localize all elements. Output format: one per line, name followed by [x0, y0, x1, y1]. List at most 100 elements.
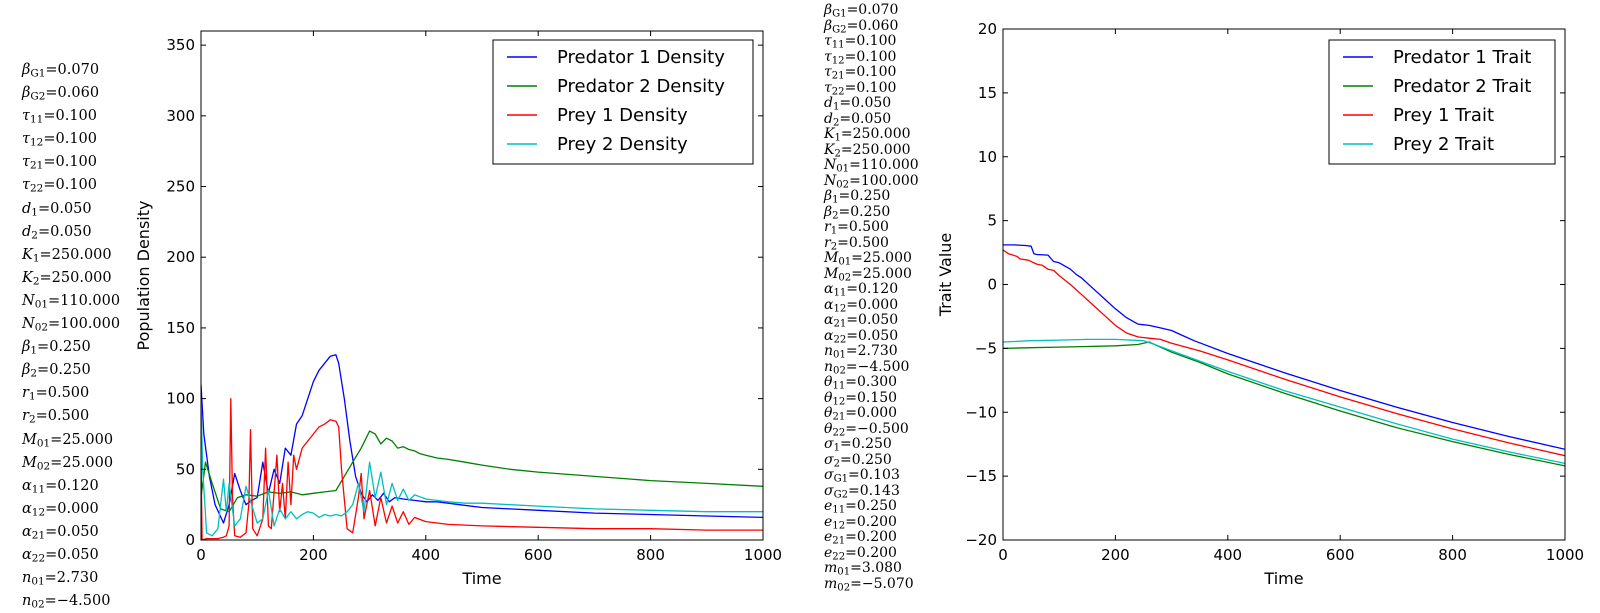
y-tick-label: 250 — [166, 178, 195, 196]
parameter-value: 0.100 — [856, 48, 897, 65]
equals-sign: = — [845, 513, 857, 530]
parameter-item: α12=0.000 — [824, 297, 919, 314]
parameter-value: 0.250 — [851, 436, 892, 452]
parameter-subscript: G2 — [30, 90, 46, 103]
series-line — [201, 398, 763, 537]
parameter-item: K2=250.000 — [824, 142, 919, 160]
equals-sign: = — [43, 108, 56, 125]
y-tick-label: 100 — [166, 390, 195, 408]
parameter-value: 0.103 — [859, 467, 900, 483]
parameter-value: −5.070 — [861, 575, 914, 592]
parameter-subscript: 1 — [28, 390, 36, 403]
parameter-subscript: 21 — [831, 70, 845, 82]
parameter-subscript: 01 — [833, 349, 846, 361]
parameter-subscript: 1 — [833, 442, 840, 454]
parameter-subscript: 1 — [832, 101, 840, 113]
parameter-subscript: 2 — [832, 210, 839, 222]
parameter-item: α22=0.050 — [824, 328, 919, 345]
parameter-subscript: 1 — [32, 252, 40, 265]
parameter-subscript: 01 — [31, 575, 45, 588]
parameter-item: r1=0.500 — [22, 382, 120, 405]
parameter-item: N02=100.000 — [824, 172, 919, 190]
parameter-symbol: τ — [824, 48, 832, 65]
y-tick-label: 0 — [185, 531, 195, 549]
parameter-subscript: 02 — [36, 460, 51, 473]
parameter-item: βG2=0.060 — [824, 18, 919, 35]
parameter-item: βG1=0.070 — [22, 59, 120, 82]
parameter-subscript: 21 — [832, 535, 846, 547]
parameter-item: τ22=0.100 — [22, 174, 120, 197]
parameter-value: −0.500 — [857, 420, 909, 437]
parameter-subscript: 11 — [832, 504, 846, 516]
equals-sign: = — [837, 234, 849, 251]
y-tick-label: 5 — [987, 212, 997, 230]
parameter-item: θ11=0.300 — [824, 374, 919, 391]
parameter-symbol: θ — [824, 389, 833, 406]
parameter-value: 0.200 — [856, 529, 897, 545]
x-tick-label: 1000 — [1546, 546, 1584, 564]
parameter-symbol: r — [824, 234, 831, 251]
parameter-item: e21=0.200 — [824, 529, 919, 547]
parameter-symbol: e — [824, 498, 833, 514]
equals-sign: = — [45, 546, 58, 563]
parameter-value: 0.150 — [857, 389, 898, 406]
equals-sign: = — [39, 269, 52, 286]
parameter-item: τ21=0.100 — [824, 64, 919, 82]
parameter-value: 0.250 — [49, 362, 91, 379]
equals-sign: = — [844, 64, 857, 80]
parameter-list-left: βG1=0.070 βG2=0.060 τ11=0.100 τ12=0.100 τ21=… — [22, 59, 120, 613]
parameter-subscript: 2 — [834, 148, 841, 160]
parameter-value: 0.000 — [857, 405, 898, 421]
parameter-value: 0.100 — [55, 131, 97, 148]
parameter-value: 2.730 — [56, 570, 99, 587]
x-tick-label: 200 — [1101, 546, 1130, 564]
legend-label: Prey 2 Trait — [1393, 134, 1494, 155]
parameter-value: 0.250 — [850, 203, 891, 220]
equals-sign: = — [845, 498, 857, 514]
parameter-item: K2=250.000 — [22, 267, 120, 290]
parameter-value: 0.100 — [55, 154, 97, 171]
x-axis-label: Time — [1263, 569, 1303, 588]
series-line — [1003, 341, 1565, 467]
parameter-value: 0.000 — [57, 500, 99, 517]
equals-sign: = — [844, 79, 857, 96]
equals-sign: = — [838, 188, 851, 204]
parameter-subscript: 2 — [32, 275, 40, 288]
parameter-symbol: β — [22, 339, 31, 356]
parameter-item: r1=0.500 — [824, 219, 919, 236]
parameter-item: β1=0.250 — [22, 336, 120, 359]
parameter-subscript: 01 — [836, 163, 850, 175]
parameter-symbol: α — [22, 477, 32, 494]
parameter-symbol: K — [22, 246, 33, 263]
parameter-item: θ12=0.150 — [824, 389, 919, 407]
equals-sign: = — [838, 203, 851, 220]
parameter-value: 100.000 — [860, 172, 919, 189]
parameter-value: 100.000 — [60, 316, 121, 333]
parameter-symbol: β — [824, 188, 833, 204]
equals-sign: = — [37, 200, 51, 217]
parameter-value: 250.000 — [51, 269, 112, 286]
parameter-item: d2=0.050 — [22, 221, 120, 244]
parameter-symbol: e — [824, 544, 833, 561]
parameter-subscript: 2 — [31, 229, 38, 242]
parameter-item: τ11=0.100 — [22, 105, 120, 128]
parameter-symbol: M — [22, 431, 37, 448]
parameter-value: −4.500 — [857, 358, 910, 375]
equals-sign: = — [35, 408, 48, 425]
parameter-item: σG2=0.143 — [824, 483, 919, 500]
parameter-value: 0.120 — [858, 281, 899, 297]
parameter-symbol: σ — [824, 451, 834, 468]
parameter-subscript: 21 — [30, 159, 44, 172]
equals-sign: = — [845, 544, 857, 561]
parameter-symbol: τ — [22, 108, 31, 125]
parameter-value: 25.000 — [862, 250, 912, 266]
parameter-value: 0.100 — [55, 108, 97, 125]
parameter-subscript: 11 — [30, 113, 44, 126]
parameter-symbol: r — [22, 385, 29, 402]
parameter-item: K1=250.000 — [22, 244, 120, 267]
plot-frame — [200, 30, 764, 541]
parameter-item: r2=0.500 — [22, 405, 120, 428]
equals-sign: = — [845, 405, 857, 421]
series-line — [1003, 338, 1565, 465]
x-tick-label: 400 — [411, 546, 440, 564]
